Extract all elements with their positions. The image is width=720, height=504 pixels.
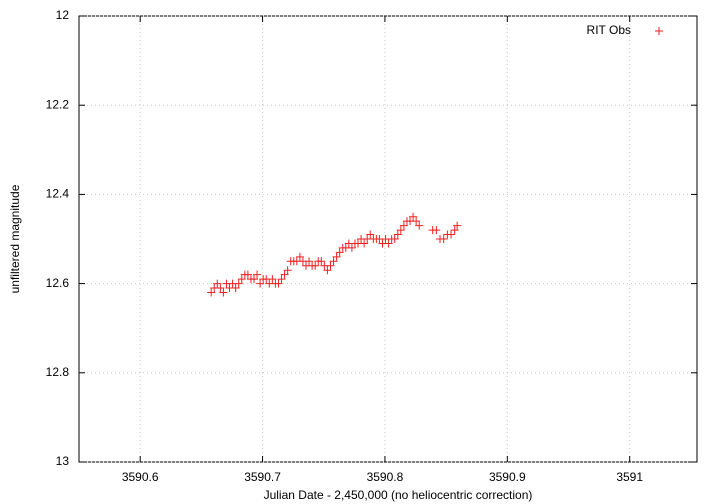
data-point (213, 279, 222, 288)
data-point (347, 243, 356, 252)
y-tick-label: 13 (56, 454, 70, 468)
data-point (366, 230, 375, 239)
data-point (280, 270, 289, 279)
data-point (219, 288, 228, 297)
y-tick-label: 12.2 (46, 97, 70, 111)
data-point (234, 279, 243, 288)
x-tick-label: 3590.9 (489, 470, 526, 484)
data-point (360, 239, 369, 248)
data-point (390, 235, 399, 243)
data-point (439, 235, 448, 243)
data-point (268, 275, 277, 284)
legend-label: RIT Obs (587, 23, 631, 37)
data-point (335, 248, 344, 257)
data-point (447, 230, 456, 239)
data-point (231, 284, 240, 293)
data-point (393, 230, 402, 239)
legend-marker (655, 27, 663, 35)
data-point (450, 226, 459, 235)
data-point (249, 275, 258, 284)
x-tick-label: 3591 (616, 470, 643, 484)
data-point (283, 266, 292, 275)
data-point (305, 257, 314, 266)
y-axis-label: unfiltered magnitude (8, 184, 22, 293)
data-point (332, 252, 341, 261)
data-point (409, 212, 418, 221)
y-tick-label: 12.8 (46, 365, 70, 379)
data-point (277, 275, 286, 284)
data-point (311, 261, 320, 270)
y-tick-label: 12.6 (46, 276, 70, 290)
x-tick-label: 3590.8 (367, 470, 404, 484)
x-tick-label: 3590.7 (244, 470, 281, 484)
data-point (415, 221, 424, 230)
data-point (396, 226, 405, 235)
data-point (256, 279, 265, 288)
data-point (216, 284, 225, 293)
data-point (243, 270, 252, 279)
y-tick-label: 12 (56, 8, 70, 22)
data-point (237, 275, 246, 284)
data-point (412, 217, 421, 226)
data-point (432, 226, 441, 235)
data-point (207, 288, 216, 297)
data-point (384, 239, 393, 248)
data-point (317, 257, 326, 266)
data-point (399, 221, 408, 230)
data-point (453, 221, 462, 230)
data-point (295, 252, 304, 261)
x-axis-label: Julian Date - 2,450,000 (no heliocentric… (264, 488, 533, 502)
data-point (274, 279, 283, 288)
data-point (326, 261, 335, 270)
data-point (323, 266, 332, 275)
y-tick-label: 12.4 (46, 187, 70, 201)
x-tick-label: 3590.6 (122, 470, 159, 484)
data-point (329, 257, 338, 266)
data-point (253, 270, 262, 279)
